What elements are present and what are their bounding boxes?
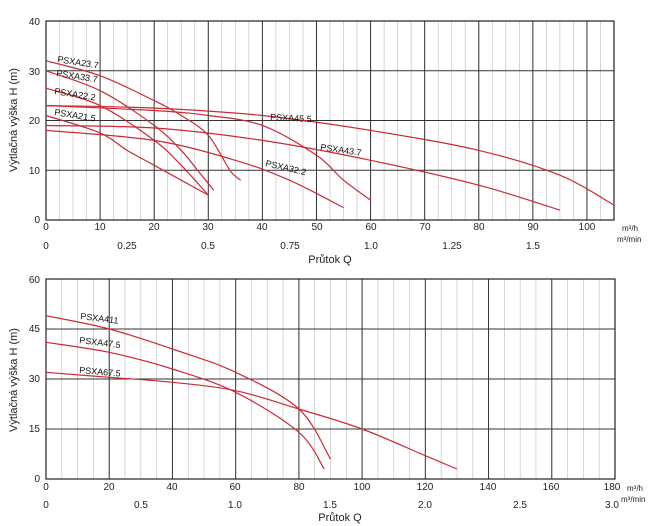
bottom-y-tick: 45: [29, 324, 41, 335]
bottom-y-ticks: 0 15 30 45 60: [29, 275, 41, 485]
bottom-x-tick: 20: [103, 482, 115, 493]
pump-curve: [45, 105, 371, 201]
top-secondary-x-ticks: 0 0.25 0.5 0.75 1.0 1.25 1.5: [43, 241, 540, 252]
bottom-x-unit: m³/h: [627, 484, 643, 493]
bottom-curve-labels: PSXA411 PSXA47.5 PSXA67.5: [79, 311, 121, 379]
top-x-ticks: 0 10 20 30 40 50 60 70 80 90 100: [43, 222, 596, 233]
bottom-x-axis-label: Průtok Q: [318, 512, 362, 524]
bottom-x-tick: 80: [293, 482, 305, 493]
top-x2-tick: 0.25: [117, 241, 137, 252]
top-x2-tick: 0: [43, 241, 49, 252]
top-y-tick: 20: [29, 116, 41, 127]
bottom-x2-tick: 0.5: [134, 500, 148, 511]
bottom-x-tick: 40: [166, 482, 178, 493]
top-x2-tick: 1.0: [364, 241, 378, 252]
bottom-x2-unit: m³/min: [621, 495, 645, 504]
bottom-x2-tick: 0: [43, 500, 49, 511]
curve-label-psxa215: PSXA21.5: [54, 107, 97, 123]
bottom-secondary-x-ticks: 0 0.5 1.0 1.5 2.0 2.5 3.0: [43, 500, 619, 511]
top-x-axis-label: Průtok Q: [308, 254, 352, 266]
bottom-y-tick: 60: [29, 275, 41, 286]
top-x2-tick: 1.5: [526, 241, 540, 252]
pump-curve: [45, 124, 561, 211]
bottom-x2-tick: 2.5: [513, 500, 527, 511]
top-y-axis-label: Výtlačná výška H (m): [8, 68, 20, 172]
bottom-y-tick: 30: [29, 374, 41, 385]
curve-label-psxa437: PSXA43.7: [320, 142, 363, 158]
bottom-x2-tick: 2.0: [418, 500, 432, 511]
bottom-x-tick: 160: [543, 482, 560, 493]
top-x2-tick: 0.75: [280, 241, 300, 252]
bottom-x2-tick: 3.0: [605, 500, 619, 511]
bottom-y-tick: 15: [29, 424, 41, 435]
top-x2-tick: 1.25: [442, 241, 462, 252]
top-chart: 0 10 20 30 40 0 10 20 30 40 50 60 70 80 …: [8, 17, 641, 266]
top-x-tick: 0: [43, 222, 49, 233]
top-y-tick: 0: [34, 215, 40, 226]
top-x-tick: 40: [256, 222, 268, 233]
curve-label-psxa675: PSXA67.5: [79, 365, 121, 379]
top-x2-unit: m³/min: [617, 235, 641, 244]
bottom-x-tick: 120: [417, 482, 434, 493]
curve-label-psxa455: PSXA45.5: [270, 112, 312, 124]
top-x-tick: 70: [419, 222, 431, 233]
bottom-x-tick: 180: [604, 482, 621, 493]
curve-label-psxa222: PSXA22.2: [54, 86, 97, 102]
top-curves: [45, 60, 615, 211]
top-y-ticks: 0 10 20 30 40: [29, 17, 41, 226]
bottom-y-tick: 0: [34, 474, 40, 485]
pump-curve: [45, 105, 615, 206]
curve-label-psxa237: PSXA23.7: [57, 54, 100, 70]
pump-curve: [45, 371, 458, 470]
bottom-x-tick: 100: [354, 482, 371, 493]
pump-curve: [45, 341, 325, 470]
top-y-tick: 40: [29, 17, 41, 28]
top-x-tick: 80: [473, 222, 485, 233]
bottom-plot-frame: [45, 278, 616, 480]
bottom-x-tick: 60: [229, 482, 241, 493]
pump-curve: [45, 60, 242, 181]
top-x-tick: 10: [94, 222, 106, 233]
top-x-tick: 100: [579, 222, 596, 233]
top-x-tick: 60: [365, 222, 377, 233]
top-x-tick: 30: [202, 222, 214, 233]
bottom-x2-tick: 1.5: [323, 500, 337, 511]
top-x-unit: m³/h: [622, 224, 638, 233]
top-y-tick: 10: [29, 166, 41, 177]
top-x2-tick: 0.5: [201, 241, 215, 252]
pump-curve: [45, 114, 209, 196]
curve-label-psxa322: PSXA32.2: [265, 158, 308, 177]
bottom-x-tick: 0: [43, 482, 49, 493]
top-x-tick: 20: [148, 222, 160, 233]
bottom-x-tick: 140: [480, 482, 497, 493]
bottom-curves: [45, 315, 458, 470]
pump-curve: [45, 70, 215, 191]
top-y-tick: 30: [29, 67, 41, 78]
top-x-tick: 90: [527, 222, 539, 233]
bottom-x2-tick: 1.0: [228, 500, 242, 511]
top-plot-frame: [45, 20, 615, 221]
bottom-chart: 0 15 30 45 60 0 20 40 60 80 100 120 140 …: [8, 275, 645, 524]
bottom-y-axis-label: Výtlačná výška H (m): [8, 328, 20, 432]
top-x-tick: 50: [311, 222, 323, 233]
pump-curve: [45, 129, 344, 209]
curve-label-psxa411: PSXA411: [80, 311, 119, 326]
bottom-x-ticks: 0 20 40 60 80 100 120 140 160 180: [43, 482, 621, 493]
